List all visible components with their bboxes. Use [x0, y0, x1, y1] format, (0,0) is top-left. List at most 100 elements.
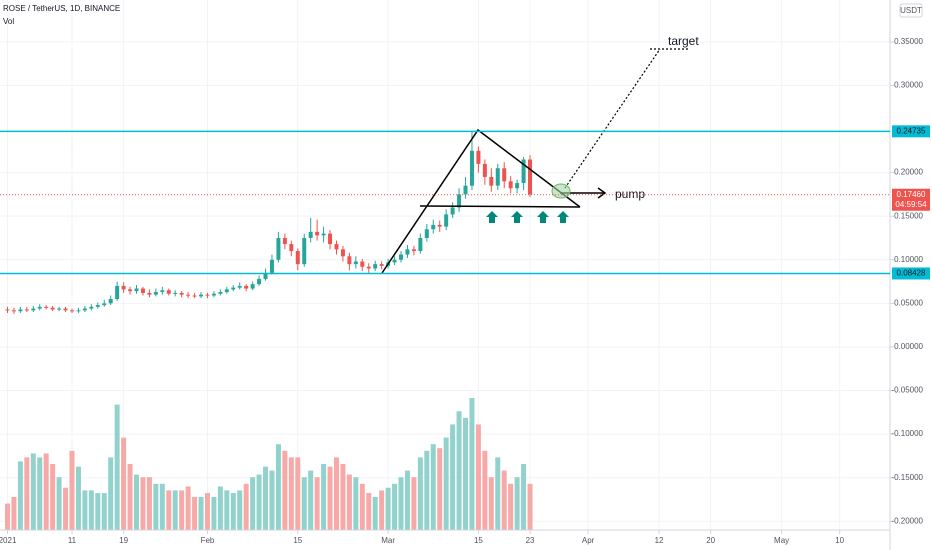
- candle-body: [399, 254, 404, 260]
- candle-body: [295, 251, 300, 265]
- candle-body: [269, 259, 274, 273]
- candle-body: [37, 306, 42, 309]
- volume-bar: [185, 486, 191, 530]
- candle-body: [347, 256, 352, 265]
- candle-body: [121, 285, 126, 290]
- candle-body: [192, 295, 197, 297]
- x-tick-label: May: [774, 536, 789, 545]
- volume-bar: [63, 487, 69, 530]
- pump-arrow-head: [597, 187, 607, 199]
- volume-bar: [275, 444, 281, 530]
- volume-bar: [482, 450, 488, 530]
- candle-body: [250, 284, 255, 289]
- candle-body: [457, 194, 462, 208]
- volume-bar: [443, 437, 449, 530]
- base-line: [419, 205, 581, 208]
- y-tick-label: -0.10000: [891, 429, 923, 438]
- volume-bar: [372, 497, 378, 530]
- last-price-box: [892, 188, 930, 211]
- candle-body: [76, 310, 81, 312]
- volume-bar: [4, 503, 10, 530]
- candle-body: [450, 207, 455, 215]
- last-price-label: 0.17460: [897, 190, 926, 199]
- candle-body: [50, 307, 55, 310]
- candle-body: [115, 285, 120, 299]
- volume-bar: [463, 417, 469, 530]
- candle-body: [321, 233, 326, 236]
- volume-bar: [50, 464, 56, 530]
- volume-bar: [263, 466, 269, 530]
- volume-bar: [353, 477, 359, 530]
- volume-bar: [385, 487, 391, 530]
- y-tick-label: 0.05000: [894, 298, 923, 307]
- volume-bar: [346, 474, 352, 530]
- level-label: 0.24735: [897, 126, 926, 135]
- candle-body: [63, 308, 68, 311]
- x-tick-label: 15: [293, 536, 302, 545]
- candle-body: [231, 287, 236, 290]
- target-label: target: [668, 34, 699, 48]
- candle-body: [528, 159, 533, 195]
- candle-body: [431, 224, 436, 230]
- volume-bar: [295, 457, 301, 530]
- volume-bar: [82, 490, 88, 530]
- x-tick-label: 20: [706, 536, 715, 545]
- candle-body: [160, 290, 165, 293]
- candle-body: [82, 308, 87, 311]
- candle-body: [515, 183, 520, 189]
- target-path: [564, 48, 661, 189]
- candle-body: [437, 224, 442, 227]
- x-tick-label: 10: [835, 536, 844, 545]
- pump-label: pump: [615, 187, 645, 201]
- candle-body: [102, 303, 107, 306]
- volume-bar: [134, 474, 140, 530]
- volume-bar: [424, 450, 430, 530]
- y-tick-label: 0.15000: [894, 211, 923, 220]
- candle-body: [289, 244, 294, 252]
- volume-bar: [288, 457, 294, 530]
- y-tick-label: -0.20000: [891, 516, 923, 525]
- volume-bar: [30, 453, 36, 530]
- candle-body: [340, 249, 345, 257]
- candle-body: [257, 278, 262, 285]
- candle-body: [360, 261, 365, 267]
- volume-bar: [140, 477, 146, 530]
- volume-bar: [269, 470, 275, 530]
- volume-bar: [321, 464, 327, 530]
- volume-bar: [508, 483, 514, 530]
- arrow: [486, 211, 498, 223]
- candle-body: [405, 249, 410, 255]
- volume-bar: [37, 457, 43, 530]
- volume-bar: [43, 453, 49, 530]
- candle-body: [237, 285, 242, 288]
- volume-bar: [314, 477, 320, 530]
- volume-bar: [192, 497, 198, 530]
- drawings: [381, 48, 690, 274]
- volume-bar: [159, 483, 165, 530]
- volume-bar: [114, 404, 120, 530]
- candle-body: [276, 237, 281, 260]
- candle-body: [424, 229, 429, 238]
- candle-body: [128, 289, 133, 292]
- y-tick-label: 0.10000: [894, 255, 923, 264]
- up-arrows: [486, 211, 569, 223]
- volume-bar: [475, 424, 481, 530]
- candle-body: [508, 181, 513, 189]
- currency-box[interactable]: [899, 3, 923, 18]
- volume-bar: [17, 461, 23, 530]
- volume-bar: [88, 490, 94, 530]
- candle-body: [353, 261, 358, 265]
- x-tick-label: 23: [526, 536, 535, 545]
- y-tick-label: 0.20000: [894, 168, 923, 177]
- volume-bar: [230, 493, 236, 530]
- candle-body: [392, 259, 397, 263]
- volume-bar: [101, 493, 107, 530]
- currency[interactable]: USDT: [900, 6, 922, 15]
- candle-body: [502, 168, 507, 182]
- volume-bar: [237, 490, 243, 530]
- candle-body: [315, 231, 320, 236]
- volume-bar: [392, 483, 398, 530]
- volume-bar: [146, 477, 152, 530]
- volume-bar: [108, 457, 114, 530]
